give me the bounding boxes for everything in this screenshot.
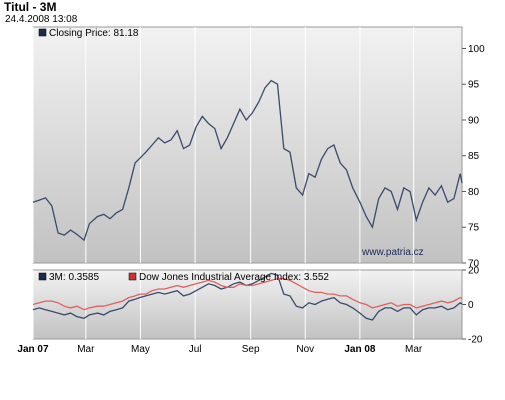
legend-swatch (38, 28, 47, 37)
y-tick-label: 70 (468, 259, 480, 270)
closing-price-line (32, 79, 463, 242)
price-plot-area (32, 26, 463, 264)
x-tick-label: Nov (296, 344, 314, 355)
legend-swatch (38, 272, 47, 281)
y-tick-label: 20 (468, 266, 480, 277)
relative-3m-line (32, 272, 463, 321)
y-tick-label: 100 (468, 44, 485, 55)
relative-performance-panel: -20 0 20 3M: 0.3585 Dow Jones Industrial Ave… (32, 266, 483, 346)
y-tick-label: 75 (468, 223, 480, 234)
y-tick-label: 95 (468, 80, 480, 91)
y-tick-label: 85 (468, 151, 480, 162)
chart-title: Titul - 3M (4, 0, 57, 14)
legend-label: Closing Price: 81.18 (49, 28, 139, 39)
x-tick-label: Mar (405, 344, 423, 355)
x-tick-label: Jan 08 (344, 344, 376, 355)
legend-label: 3M: 0.3585 (49, 272, 99, 283)
watermark: www.patria.cz (361, 247, 424, 258)
x-tick-label: Jan 07 (17, 344, 49, 355)
x-tick-label: Jul (189, 344, 202, 355)
y-tick-label: 0 (468, 300, 474, 311)
x-tick-label: Mar (77, 344, 95, 355)
legend-swatch (128, 272, 137, 281)
relative-dj-line (32, 277, 463, 311)
y-tick-label: 90 (468, 115, 480, 126)
legend-label: Dow Jones Industrial Average Index: 3.55… (139, 272, 329, 283)
x-tick-label: Sep (242, 344, 260, 355)
y-tick-label: -20 (468, 335, 483, 346)
x-tick-label: May (131, 344, 150, 355)
y-tick-label: 80 (468, 187, 480, 198)
timestamp: 24.4.2008 13:08 (5, 14, 78, 25)
price-panel: 70 75 80 85 90 95 100 Closing Price: 81.18 www.p… (32, 26, 485, 270)
x-axis: Jan 07 Mar May Jul Sep Nov Jan 08 Mar (17, 344, 422, 355)
